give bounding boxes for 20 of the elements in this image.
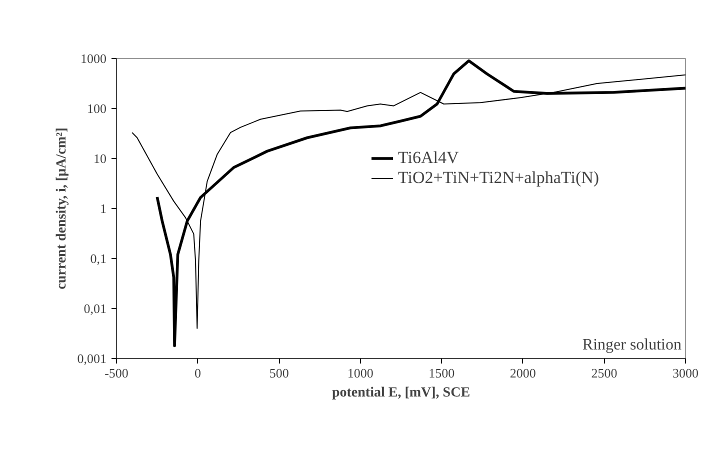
legend-label: Ti6Al4V	[398, 148, 459, 168]
y-axis-title: current density, i, [µA/cm²]	[54, 128, 70, 290]
y-tick-label: 10	[94, 151, 106, 166]
x-tick-label: 500	[269, 366, 289, 380]
y-tick-label: 100	[87, 101, 106, 116]
x-tick-label: -500	[104, 366, 128, 380]
x-tick-label: 3000	[672, 366, 698, 380]
y-tick-label: 0,1	[90, 251, 106, 266]
x-tick-label: 1500	[428, 366, 455, 380]
x-tick-label: 2500	[591, 366, 618, 380]
y-tick-label: 1000	[80, 51, 106, 66]
x-tick-label: 0	[194, 366, 202, 380]
y-tick-label: 1	[100, 201, 106, 216]
y-tick-label: 0,01	[84, 301, 106, 316]
legend-label: TiO2+TiN+Ti2N+alphaTi(N)	[398, 168, 600, 188]
x-axis-title: potential E, [mV], SCE	[332, 386, 470, 400]
x-tick-label: 2000	[510, 366, 536, 380]
annotation: Ringer solution	[582, 336, 682, 354]
y-tick-label: 0,001	[77, 351, 106, 366]
x-tick-label: 1000	[347, 366, 374, 380]
